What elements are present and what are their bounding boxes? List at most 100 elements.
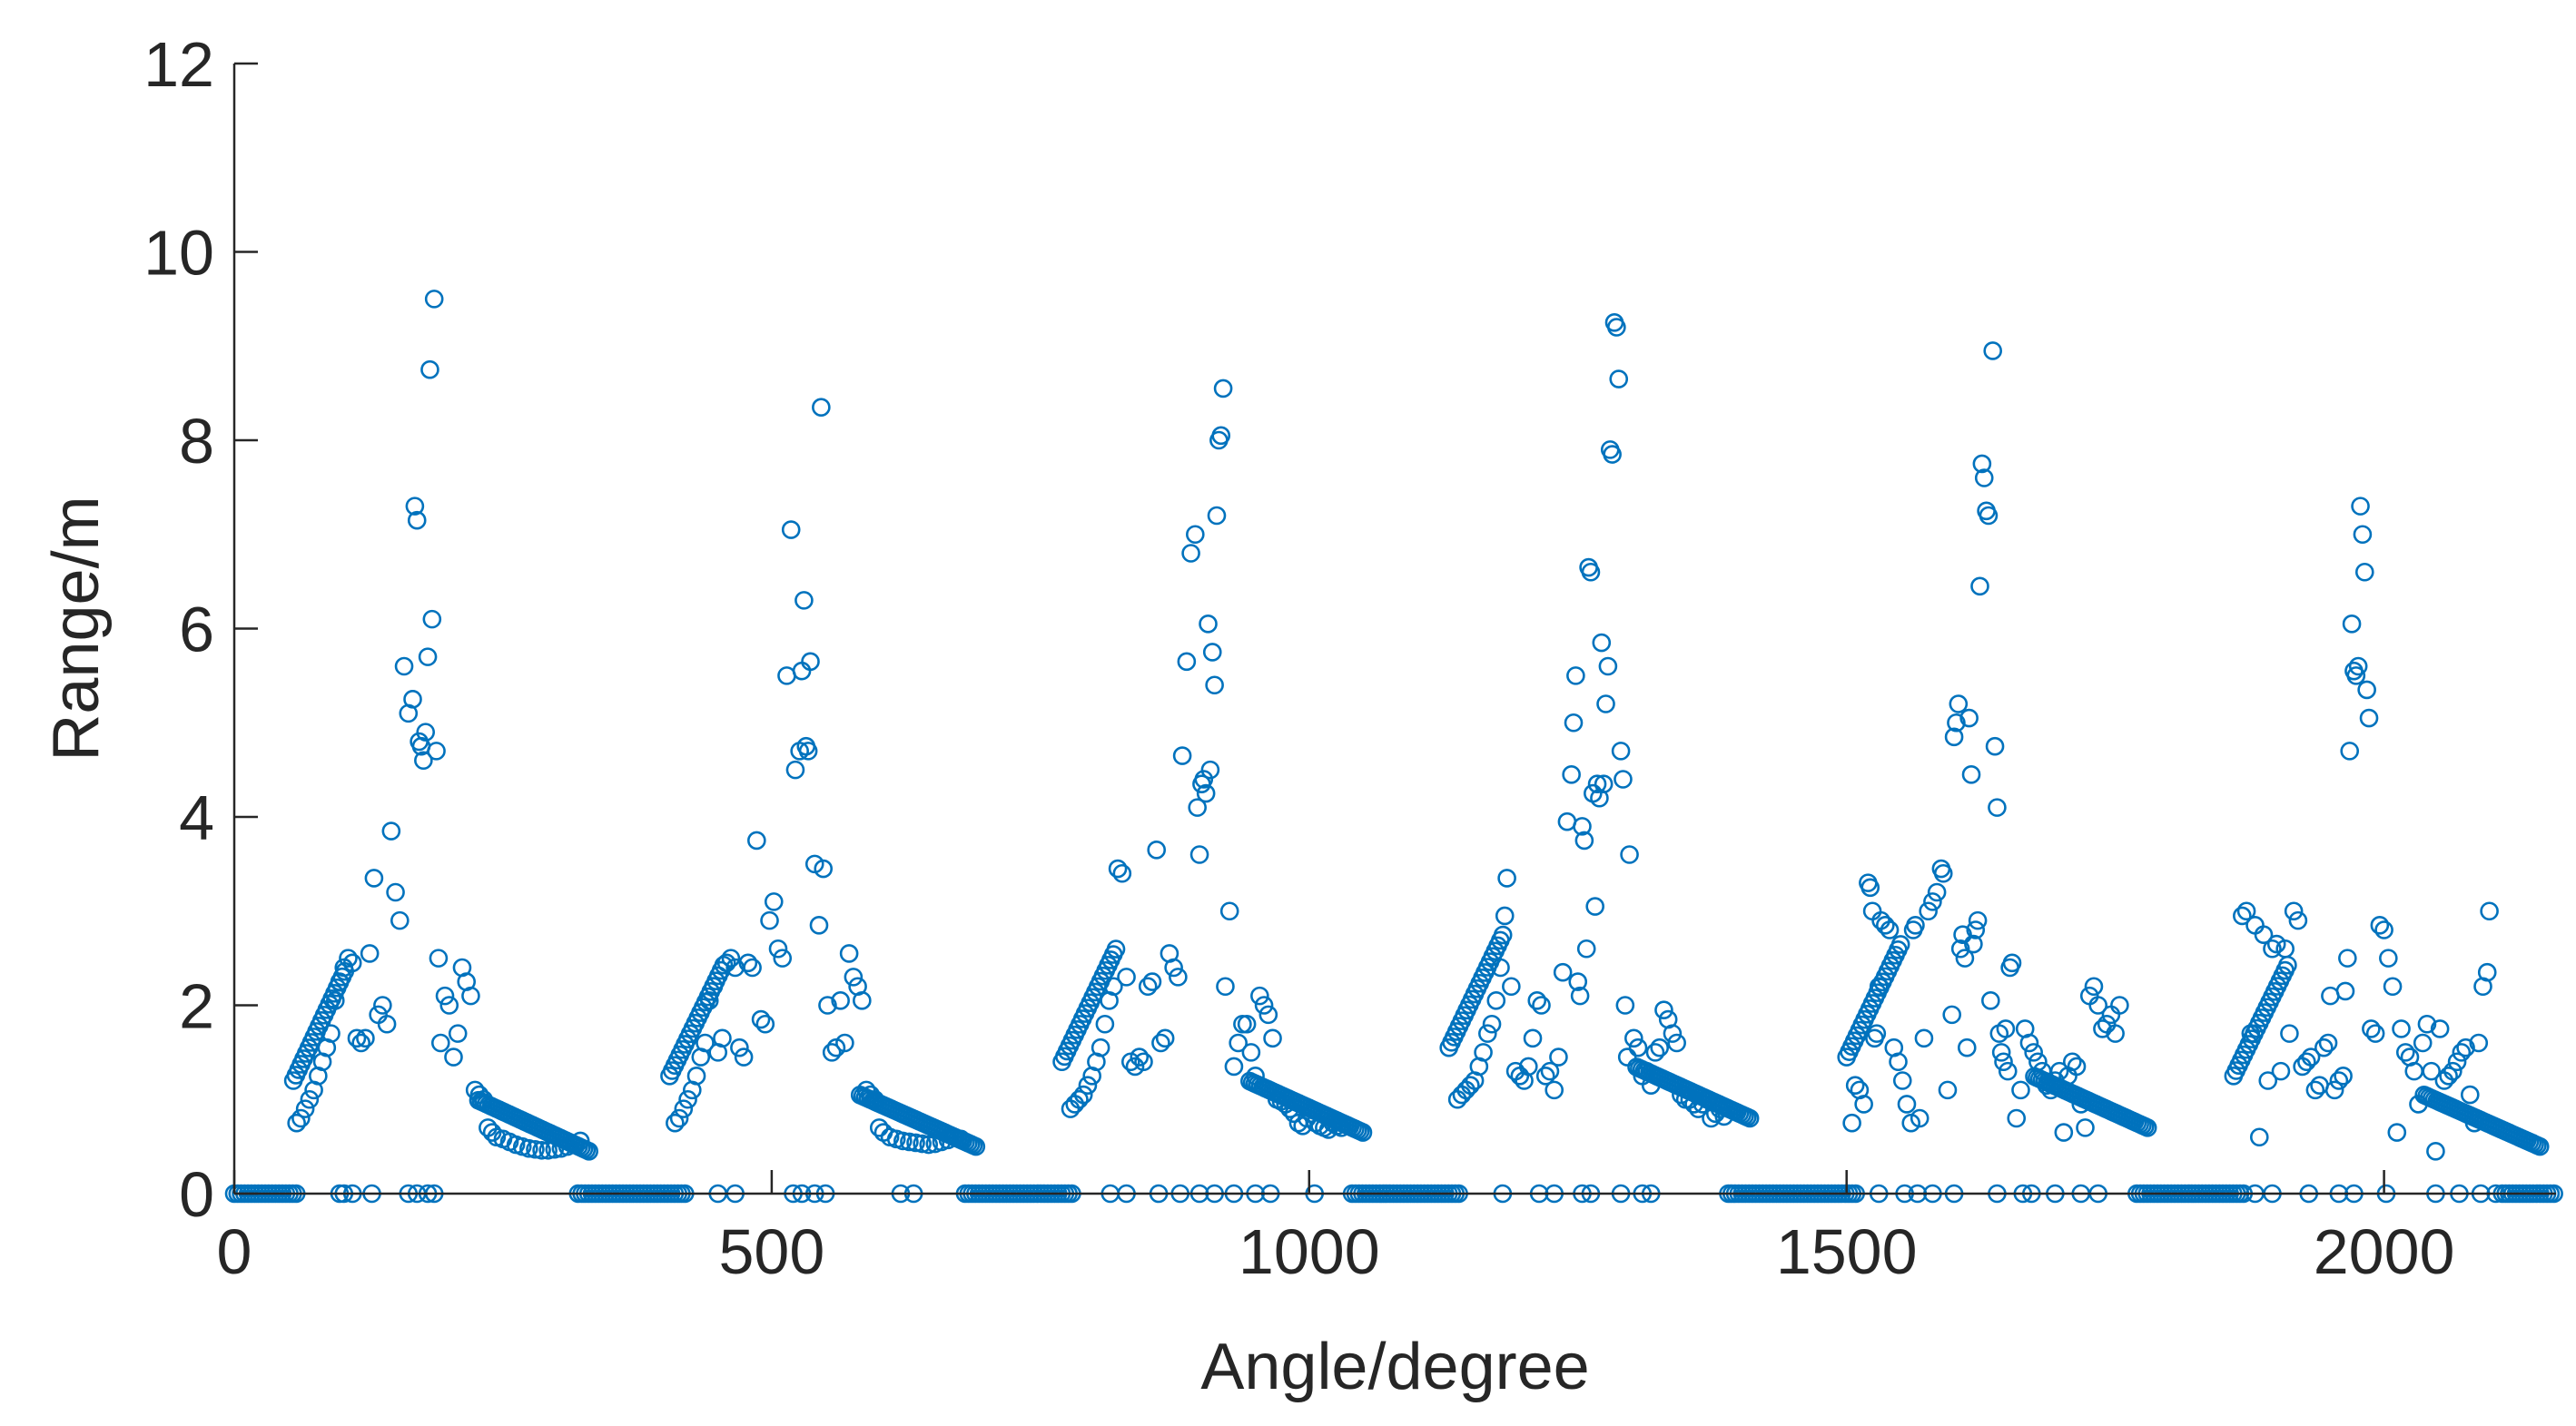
scatter-point [1497,869,1516,888]
scatter-point [738,953,758,973]
scatter-point [1650,1038,1670,1057]
scatter-point [2354,562,2374,582]
scatter-point [2245,916,2265,935]
scatter-point [1892,1071,1912,1090]
scatter-point [1134,1052,1153,1072]
scatter-point [300,1089,320,1109]
scatter-point [1510,1067,1530,1086]
scatter-point [420,359,439,379]
scatter-point [1574,831,1594,851]
scatter-point [764,892,784,911]
scatter-point [2460,1085,2480,1105]
scatter-point [416,723,436,742]
scatter-point [2370,916,2390,935]
scatter-point [1598,656,1618,676]
scatter-point [1697,1089,1717,1109]
scatter-point [1061,1099,1081,1118]
scatter-point [2249,1127,2269,1147]
scatter-point [1229,1033,1248,1053]
scatter-point [1842,1113,1861,1133]
y-tick-label: 6 [179,595,214,665]
scatter-point [439,996,459,1015]
scatter-point [1953,925,1972,944]
scatter-point [2329,1071,2349,1090]
scatter-point [1957,1038,1977,1057]
scatter-point [2301,1047,2321,1067]
scatter-point [347,1028,367,1048]
scatter-point [1181,544,1200,563]
scatter-point [474,1089,493,1109]
scatter-point [1663,1024,1683,1043]
scatter-point [2439,1067,2458,1086]
scatter-point [2452,1043,2472,1062]
scatter-point [526,1139,545,1159]
scatter-point [1714,1106,1734,1126]
scatter-point [2469,1033,2489,1053]
scatter-point [1959,708,1979,728]
scatter-point [430,1033,450,1053]
y-tick-label: 2 [179,971,214,1042]
scatter-point [678,1089,697,1109]
scatter-point [1654,1000,1673,1019]
scatter-point [1985,736,2005,756]
scatter-point [2271,1061,2291,1081]
scatter-point [1202,643,1222,662]
scatter-point [1564,713,1584,733]
y-tick-label: 0 [179,1159,214,1230]
scatter-point [2297,1052,2316,1072]
scatter-point [469,1085,489,1105]
scatter-point [2011,1080,2030,1100]
scatter-point [405,497,425,516]
scatter-point [2110,996,2129,1015]
y-axis-label: Range/m [40,496,113,761]
scatter-point [2019,1033,2039,1053]
scatter-point [1216,977,1235,997]
scatter-point [538,1140,558,1160]
scatter-point [1614,770,1633,789]
scatter-point [2530,1136,2550,1156]
scatter-point [1988,798,2007,817]
scatter-point [1897,1095,1917,1114]
scatter-point [1147,841,1166,860]
scatter-point [2288,910,2308,930]
scatter-point [1250,986,1269,1006]
scatter-point [1540,1061,1560,1081]
scatter-point [1603,445,1622,464]
scatter-point [356,1028,375,1048]
scatter-point [1568,972,1588,991]
scatter-point [760,910,779,930]
scatter-point [1966,920,1986,939]
scatter-point [919,1135,939,1155]
scatter-point [2024,1043,2043,1062]
scatter-point [1624,1028,1643,1048]
scatter-point [1486,991,1506,1010]
scatter-point [291,1108,311,1128]
scatter-point [755,1014,775,1034]
scatter-point [1523,1028,1543,1048]
scatter-point [792,661,812,681]
scatter-point [1880,920,1900,939]
y-tick-label: 12 [143,29,214,100]
x-axis-label: Angle/degree [1200,1331,1589,1403]
scatter-point [893,1131,913,1151]
scatter-point [1108,859,1128,879]
x-tick-label: 500 [718,1216,824,1287]
scatter-point [666,1113,685,1133]
scatter-point [1117,968,1136,987]
scatter-point [461,986,480,1006]
scatter-point [1970,576,1989,596]
scatter-point [1258,1005,1278,1025]
scatter-point [713,1028,732,1048]
scatter-point [2263,939,2282,959]
scatter-point [2254,925,2274,944]
scatter-point [1991,1043,2011,1062]
scatter-point [2348,656,2368,676]
scatter-point [2305,1080,2325,1100]
scatter-point [2434,1071,2454,1090]
scatter-point [386,882,405,902]
scatter-point [2443,1061,2462,1081]
scatter-point [1705,1104,1725,1124]
scatter-point [1615,996,1635,1015]
scatter-point [1237,1014,1257,1034]
scatter-point [381,821,401,841]
